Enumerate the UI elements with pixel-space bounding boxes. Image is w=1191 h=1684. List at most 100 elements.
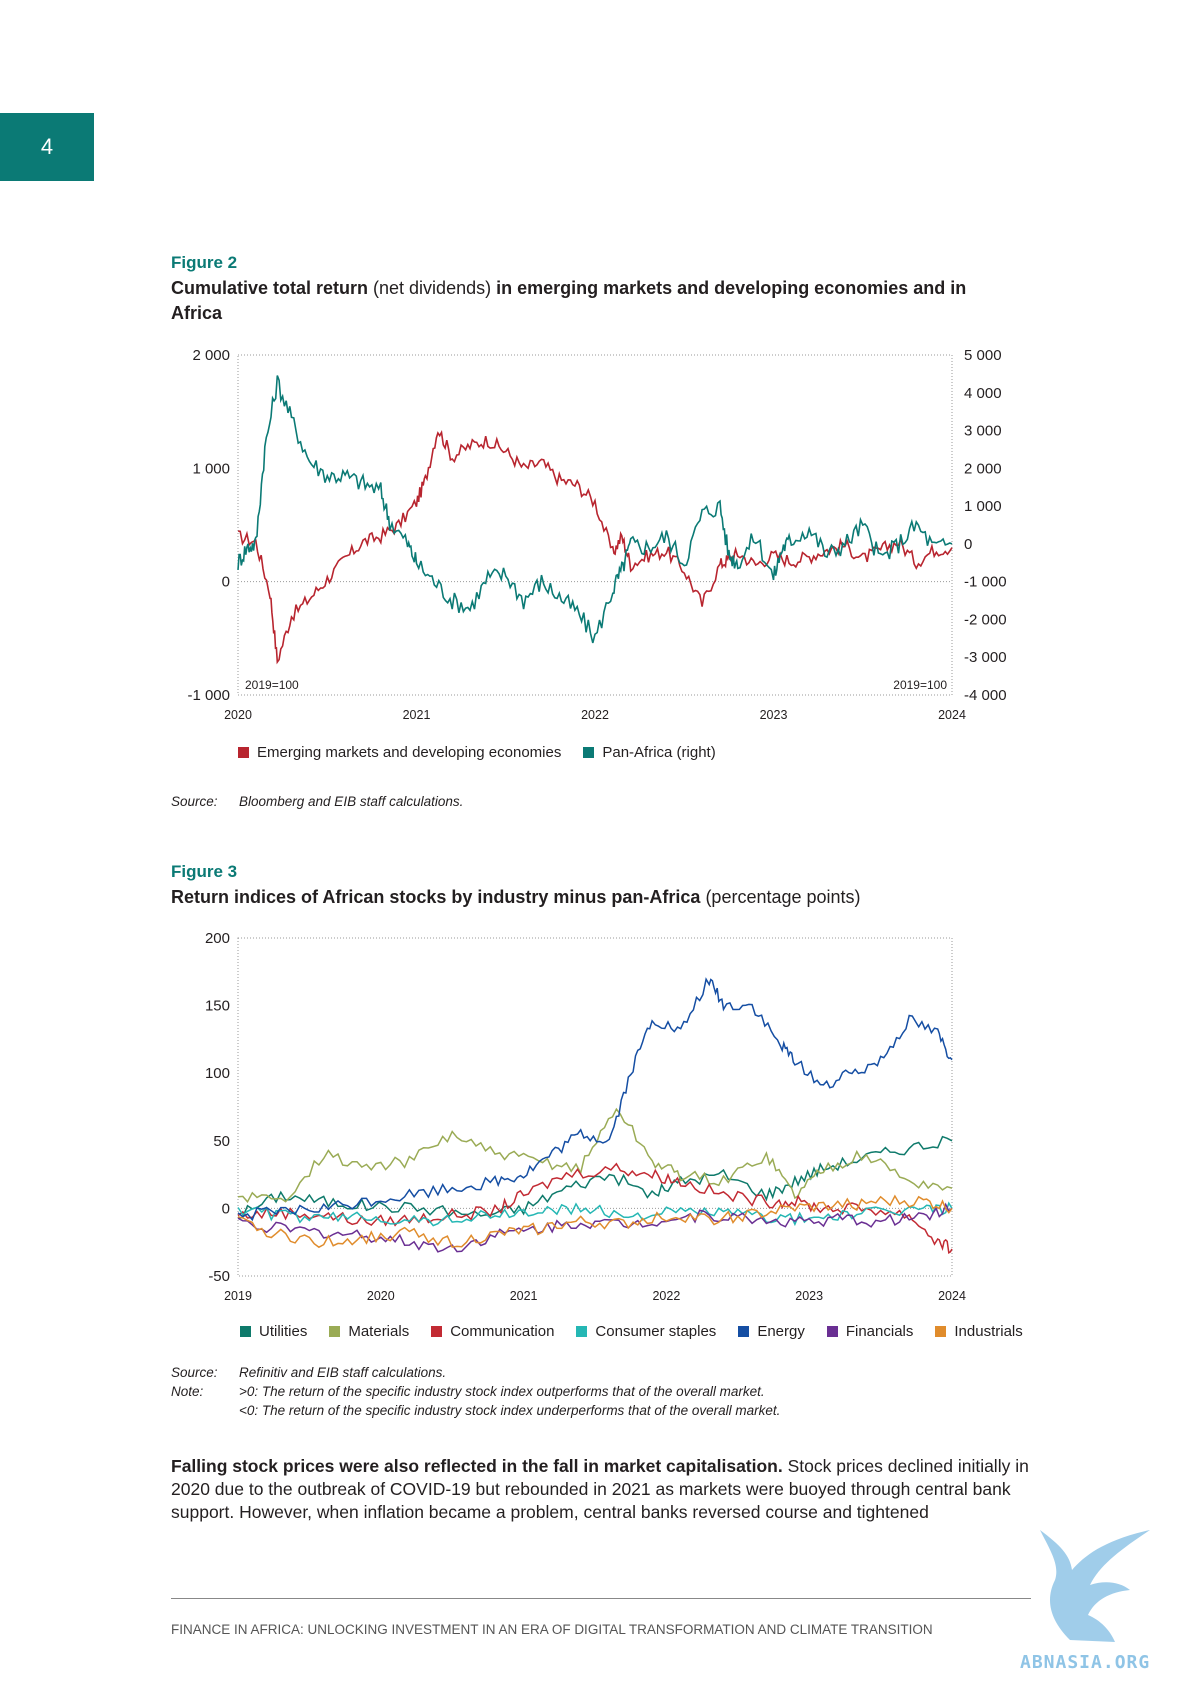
legend-label: Industrials	[954, 1323, 1023, 1340]
legend-swatch	[240, 1326, 251, 1337]
body-text: Stock prices declined initially in 2020 …	[171, 1456, 1029, 1522]
watermark-text: ABNASIA.ORG	[1020, 1652, 1151, 1673]
legend-item: Materials	[329, 1323, 409, 1340]
legend-item: Communication	[431, 1323, 554, 1340]
page-number-tab: 4	[0, 113, 94, 181]
x-tick-label: 2019	[224, 1289, 252, 1303]
x-tick-label: 2022	[581, 708, 609, 720]
legend-swatch	[238, 747, 249, 758]
y-left-tick-label: 0	[222, 574, 230, 591]
legend-swatch	[329, 1326, 341, 1337]
legend-item: Emerging markets and developing economie…	[238, 744, 561, 761]
legend-label: Energy	[757, 1323, 805, 1340]
watermark-bird-icon	[1040, 1530, 1150, 1642]
y-left-tick-label: 1 000	[192, 460, 230, 477]
legend-item: Utilities	[240, 1323, 307, 1340]
legend-swatch	[826, 1326, 838, 1337]
y-tick-label: 50	[213, 1133, 230, 1150]
figure-2-chart: -1 000 0 1 000 2 000 -4 000 -3 000 -2 000 -1 00…	[187, 347, 1007, 720]
y-tick-label: 150	[205, 998, 230, 1015]
y-right-tick-label: 4 000	[964, 385, 1002, 402]
legend-swatch	[738, 1326, 750, 1337]
figure-2-title-normal: (net dividends)	[368, 278, 497, 298]
figure-2-title: Cumulative total return (net dividends) …	[171, 276, 971, 326]
figure-2-title-bold-2: in emerging markets and developing econo…	[171, 278, 967, 323]
y-right-tick-label: 5 000	[964, 347, 1002, 364]
annotation-left: 2019=100	[245, 678, 299, 692]
figure-3-note-line-2: <0: The return of the specific industry …	[239, 1403, 781, 1418]
x-tick-label: 2020	[367, 1289, 395, 1303]
y-tick-label: 0	[222, 1200, 230, 1217]
series-line	[237, 1162, 953, 1255]
x-tick-label: 2022	[652, 1289, 680, 1303]
legend-item: Pan-Africa (right)	[583, 744, 716, 761]
y-right-tick-label: 3 000	[964, 423, 1002, 440]
x-tick-label: 2023	[795, 1289, 823, 1303]
footer-text: FINANCE IN AFRICA: UNLOCKING INVESTMENT …	[171, 1622, 933, 1637]
series-line	[237, 1201, 953, 1227]
x-tick-label: 2020	[224, 708, 252, 720]
series-line	[237, 1135, 953, 1220]
legend-label: Financials	[845, 1323, 914, 1340]
figure-2-source-key: Source:	[171, 794, 218, 809]
y-right-tick-label: -4 000	[964, 687, 1007, 704]
legend-swatch	[935, 1326, 947, 1337]
plot-area	[237, 354, 953, 696]
legend-label: Pan-Africa (right)	[602, 744, 716, 761]
series-line	[237, 1202, 953, 1253]
y-right-tick-label: -2 000	[964, 611, 1007, 628]
figure-2-source-text: Bloomberg and EIB staff calculations.	[239, 794, 464, 809]
y-right-tick-label: 2 000	[964, 460, 1002, 477]
legend-label: Emerging markets and developing economie…	[257, 744, 562, 761]
legend-swatch	[583, 747, 595, 758]
series-line	[237, 375, 953, 644]
x-tick-label: 2021	[510, 1289, 538, 1303]
figure-2-legend: Emerging markets and developing economie…	[238, 744, 716, 761]
x-tick-label: 2024	[938, 1289, 966, 1303]
body-lead-bold: Falling stock prices were also reflected…	[171, 1456, 783, 1476]
legend-swatch	[431, 1326, 443, 1337]
y-right-tick-label: 1 000	[964, 498, 1002, 515]
series-line	[237, 430, 953, 665]
figure-3-source-key: Source:	[171, 1365, 218, 1380]
figure-3-note-key: Note:	[171, 1384, 204, 1399]
annotation-right: 2019=100	[893, 678, 947, 692]
legend-item: Industrials	[935, 1323, 1023, 1340]
figure-2-title-bold-1: Cumulative total return	[171, 278, 369, 298]
series-line	[237, 977, 953, 1222]
figure-3-title: Return indices of African stocks by indu…	[171, 885, 971, 910]
body-paragraph: Falling stock prices were also reflected…	[171, 1455, 1031, 1524]
figure-3-legend: Utilities Materials Communication Consumer …	[240, 1323, 1023, 1340]
footer-rule	[171, 1598, 1031, 1599]
figure-2-label: Figure 2	[171, 253, 238, 272]
x-tick-label: 2021	[403, 708, 431, 720]
legend-label: Consumer staples	[595, 1323, 717, 1340]
legend-item: Energy	[738, 1323, 805, 1340]
x-tick-label: 2024	[938, 708, 966, 720]
legend-item: Financials	[826, 1323, 914, 1340]
y-tick-label: 200	[205, 930, 230, 947]
figure-3-note-line-1: >0: The return of the specific industry …	[239, 1384, 765, 1399]
y-tick-label: -50	[208, 1268, 230, 1285]
figure-3-chart: -50 0 50 100 150 200 2019 2020 2021 2022 2023 2024	[205, 930, 966, 1303]
figure-3-title-bold: Return indices of African stocks by indu…	[171, 887, 701, 907]
legend-label: Utilities	[259, 1323, 308, 1340]
legend-item: Consumer staples	[576, 1323, 716, 1340]
page-number: 4	[40, 134, 54, 159]
figure-3-notes: Source: Refinitiv and EIB staff calculati…	[171, 1363, 780, 1420]
legend-swatch	[576, 1326, 588, 1337]
y-left-tick-label: -1 000	[187, 687, 230, 704]
legend-label: Communication	[450, 1323, 555, 1340]
x-tick-label: 2023	[760, 708, 788, 720]
figure-2-source: Source: Bloomberg and EIB staff calculati…	[171, 792, 463, 811]
legend-label: Materials	[348, 1323, 410, 1340]
series-line	[237, 1194, 953, 1249]
figure-3-title-normal: (percentage points)	[700, 887, 861, 907]
y-left-tick-label: 2 000	[192, 347, 230, 364]
series-line	[237, 1107, 953, 1204]
plot-area	[237, 937, 953, 1277]
y-tick-label: 100	[205, 1065, 230, 1082]
figure-3-label: Figure 3	[171, 862, 238, 881]
y-right-tick-label: -1 000	[964, 574, 1007, 591]
y-right-tick-label: -3 000	[964, 649, 1007, 666]
